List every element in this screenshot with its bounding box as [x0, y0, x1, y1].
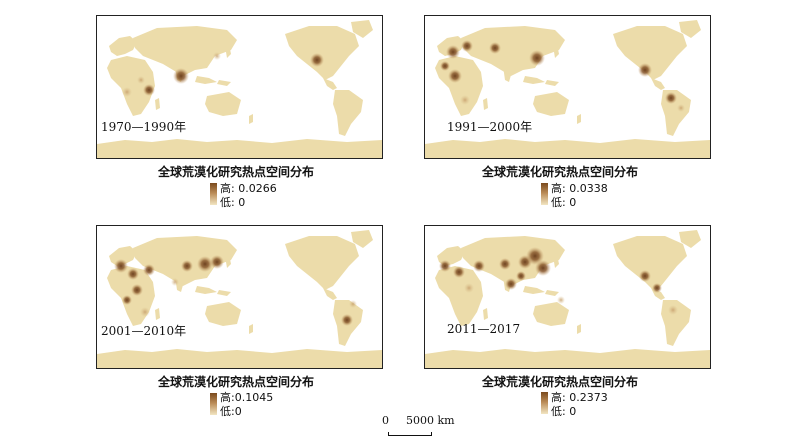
- period-label: 1970—1990年: [101, 120, 187, 134]
- hotspot: [310, 53, 324, 67]
- hotspot: [440, 61, 450, 71]
- hotspot: [122, 87, 132, 97]
- hotspot: [499, 258, 511, 270]
- legend-color-ramp: [210, 393, 217, 415]
- legend-title: 全球荒漠化研究热点空间分布: [158, 165, 315, 179]
- scale-bar: 0 5000 km: [382, 414, 522, 438]
- hotspot: [446, 45, 460, 59]
- hotspot: [439, 260, 451, 272]
- hotspot: [557, 296, 565, 304]
- hotspot: [461, 40, 473, 52]
- legend-low-label: 低: 0: [551, 405, 577, 418]
- hotspot: [448, 69, 462, 83]
- period-label: 2011—2017: [447, 322, 521, 336]
- hotspot: [529, 50, 545, 66]
- world-map: 2001—2010年: [96, 225, 383, 369]
- hotspot: [652, 283, 662, 293]
- hotspot: [210, 255, 224, 269]
- hotspot: [341, 314, 353, 326]
- hotspot: [453, 266, 465, 278]
- legend-low-label: 低: 0: [220, 196, 246, 209]
- hotspot: [516, 271, 526, 281]
- hotspot: [127, 268, 139, 280]
- world-map: 1991—2000年: [424, 15, 711, 159]
- hotspot: [181, 260, 193, 272]
- hotspot: [143, 264, 155, 276]
- hotspot: [122, 295, 132, 305]
- hotspot: [464, 283, 474, 293]
- hotspot: [143, 84, 155, 96]
- hotspot: [131, 284, 143, 296]
- legend-title: 全球荒漠化研究热点空间分布: [482, 165, 639, 179]
- period-label: 1991—2000年: [447, 120, 533, 134]
- hotspot: [639, 270, 651, 282]
- hotspot: [173, 68, 189, 84]
- hotspot: [171, 278, 179, 286]
- hotspot: [489, 42, 501, 54]
- hotspot: [137, 76, 145, 84]
- world-map: 2011—2017: [424, 225, 711, 369]
- legend-color-ramp: [541, 392, 548, 414]
- hotspot: [473, 260, 485, 272]
- legend-title: 全球荒漠化研究热点空间分布: [158, 375, 315, 389]
- hotspot: [460, 95, 470, 105]
- hotspot: [197, 256, 213, 272]
- hotspot: [677, 104, 685, 112]
- hotspot: [535, 260, 551, 276]
- hotspot: [505, 278, 517, 290]
- legend-high-label: 高:0.1045: [220, 391, 274, 404]
- hotspot: [526, 247, 544, 265]
- hotspot: [668, 305, 678, 315]
- hotspot: [638, 63, 652, 77]
- legend-color-ramp: [210, 183, 217, 205]
- scale-line: [388, 432, 432, 436]
- hotspot: [349, 300, 357, 308]
- legend-high-label: 高: 0.2373: [551, 391, 608, 404]
- legend-low-label: 低:0: [220, 405, 242, 418]
- scale-distance-label: 5000 km: [406, 414, 455, 427]
- scale-zero-label: 0: [382, 414, 389, 427]
- hotspot: [213, 52, 221, 60]
- period-label: 2001—2010年: [101, 324, 187, 338]
- hotspot: [665, 92, 677, 104]
- world-map: 1970—1990年: [96, 15, 383, 159]
- hotspot: [114, 259, 128, 273]
- legend-color-ramp: [541, 183, 548, 205]
- legend-low-label: 低: 0: [551, 196, 577, 209]
- legend-high-label: 高: 0.0338: [551, 182, 608, 195]
- hotspot: [140, 307, 150, 317]
- legend-title: 全球荒漠化研究热点空间分布: [482, 375, 639, 389]
- legend-high-label: 高: 0.0266: [220, 182, 277, 195]
